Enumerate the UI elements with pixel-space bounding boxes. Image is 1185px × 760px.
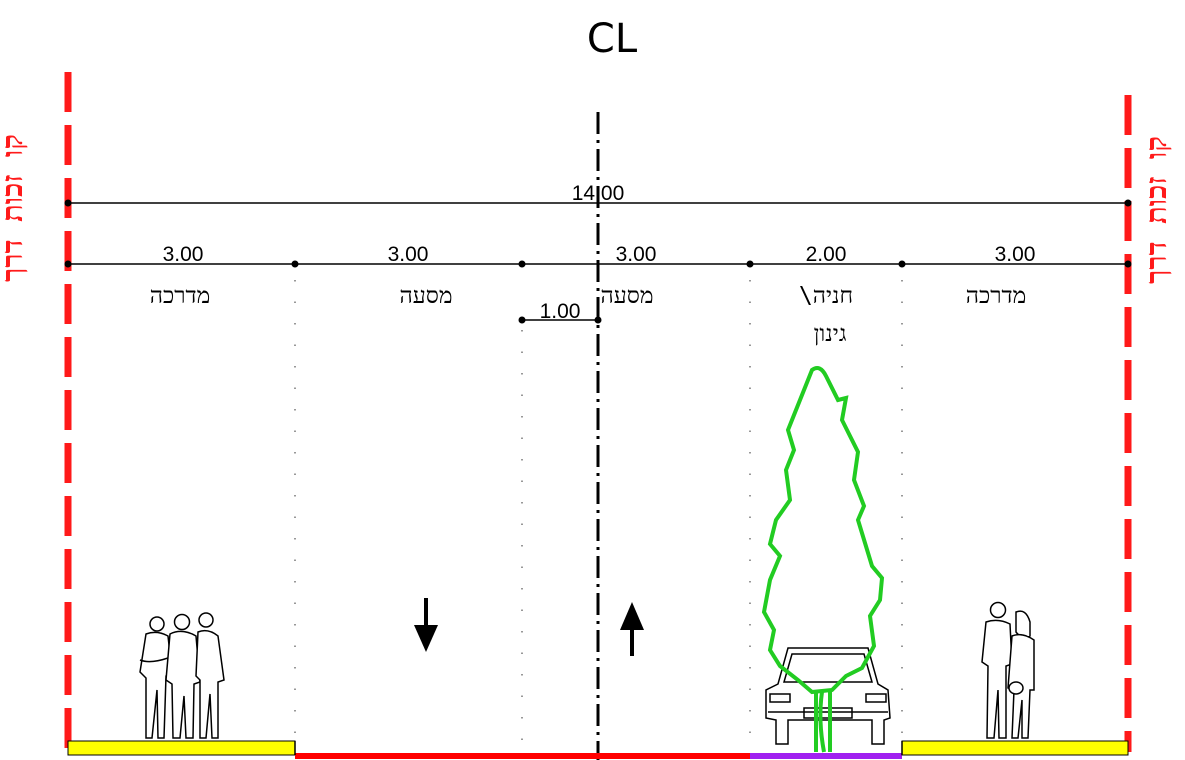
seg-tick-2 [291, 260, 299, 268]
segment-label-parking-2: גינון [814, 321, 847, 347]
segment-width-lane-right: 3.00 [616, 243, 657, 266]
seg-tick-1 [64, 260, 72, 268]
median-offset-label: 1.00 [540, 300, 581, 323]
arrow-down-icon [414, 598, 438, 652]
seg-tick-6 [1124, 260, 1132, 268]
segment-label-sidewalk-left: מדרכה [150, 283, 210, 309]
median-tick-left [518, 316, 526, 324]
total-width-label: 14.00 [572, 182, 625, 205]
seg-tick-5 [898, 260, 906, 268]
segment-label-parking: חניה\ [799, 283, 853, 309]
total-dim-tick-right [1124, 199, 1132, 207]
segment-width-parking: 2.00 [806, 243, 847, 266]
median-tick-right [594, 316, 602, 324]
segment-width-lane-left: 3.00 [388, 243, 429, 266]
segment-width-sidewalk-left: 3.00 [163, 243, 204, 266]
sidewalk-right-surface [901, 740, 1129, 756]
segment-width-sidewalk-right: 3.00 [995, 243, 1036, 266]
segment-label-lane-right: מסעה [601, 283, 654, 309]
segment-label-sidewalk-right: מדרכה [966, 283, 1026, 309]
seg-tick-4 [746, 260, 754, 268]
parking-surface [750, 753, 902, 759]
roadway-surface [295, 753, 750, 759]
pedestrians-right-icon [981, 601, 1035, 739]
pedestrians-left-icon [139, 612, 225, 739]
tree-icon [761, 366, 885, 753]
sidewalk-left-surface [67, 740, 296, 756]
seg-tick-3 [518, 260, 526, 268]
segment-label-lane-left: מסעה [400, 283, 453, 309]
arrow-up-icon [620, 602, 644, 656]
centerline-label: CL [587, 16, 638, 62]
row-label-right: קו זכות דרך [1139, 136, 1173, 284]
row-label-left: קו זכות דרך [0, 134, 29, 282]
total-dim-tick-left [64, 199, 72, 207]
